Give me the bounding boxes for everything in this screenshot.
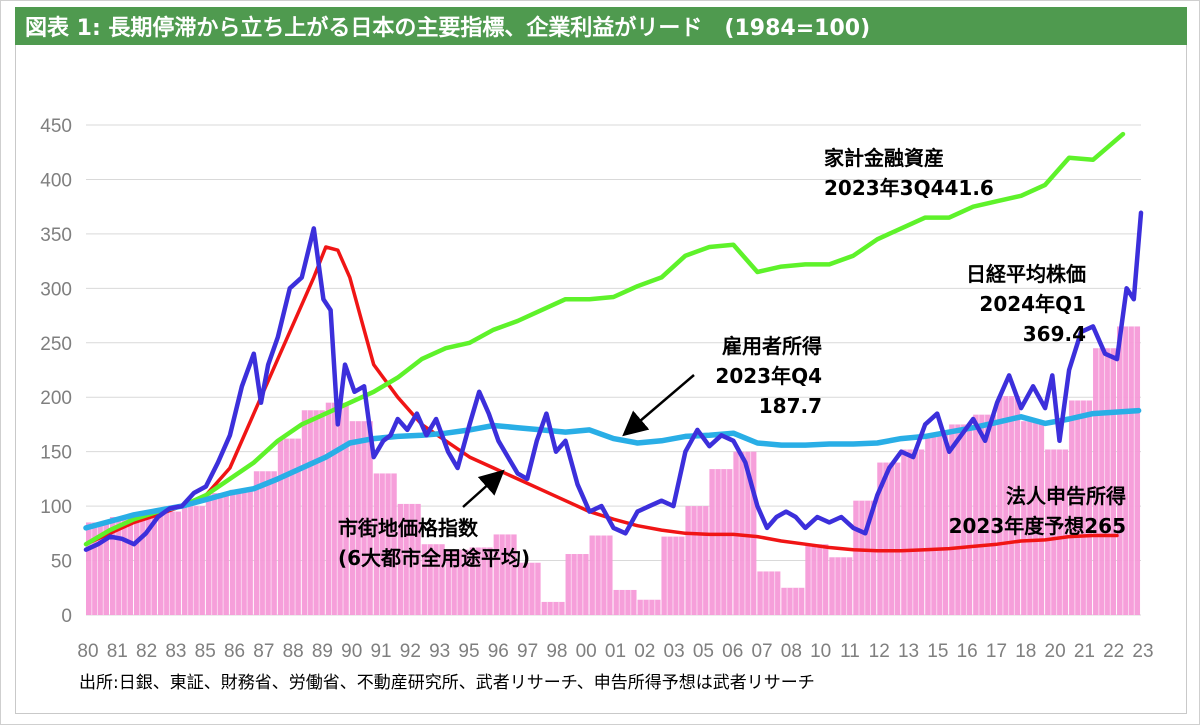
- annotation-household-assets: 家計金融資産 2023年3Q441.6: [824, 146, 994, 200]
- annotation-corporate-income-line: 2023年度予想265: [949, 514, 1126, 538]
- x-tick-label: 08: [781, 641, 802, 662]
- x-tick-label: 98: [546, 641, 567, 662]
- x-tick-label: 83: [165, 641, 186, 662]
- y-tick-label: 250: [40, 334, 72, 355]
- x-tick-label: 10: [810, 641, 831, 662]
- x-tick-label: 21: [1074, 641, 1095, 662]
- x-tick-label: 97: [517, 641, 538, 662]
- x-tick-label: 86: [224, 641, 245, 662]
- x-tick-label: 00: [576, 641, 597, 662]
- arrow-employee-income: [622, 374, 695, 437]
- annotation-land-price-line: 市街地価格指数: [338, 516, 479, 540]
- x-tick-label: 18: [1015, 641, 1036, 662]
- x-tick-label: 89: [312, 641, 333, 662]
- x-tick-label: 23: [1132, 641, 1153, 662]
- x-tick-label: 02: [634, 641, 655, 662]
- x-tick-label: 20: [1045, 641, 1066, 662]
- x-tick-label: 07: [751, 641, 772, 662]
- x-tick-label: 03: [664, 641, 685, 662]
- x-tick-label: 95: [458, 641, 479, 662]
- annotation-land-price-line: (6大都市全用途平均): [338, 546, 530, 570]
- annotation-nikkei-line: 2024年Q1: [979, 292, 1086, 316]
- x-tick-label: 01: [605, 641, 626, 662]
- x-tick-label: 05: [693, 641, 714, 662]
- annotation-employee-income-line: 雇用者所得: [722, 334, 822, 358]
- annotation-nikkei: 日経平均株価 2024年Q1 369.4: [966, 262, 1086, 346]
- x-tick-label: 82: [136, 641, 157, 662]
- y-tick-label: 200: [40, 388, 72, 409]
- x-tick-label: 11: [840, 641, 860, 662]
- annotation-nikkei-line: 369.4: [1023, 322, 1086, 346]
- x-tick-label: 13: [898, 641, 919, 662]
- series-line-land-price: [84, 245, 1119, 553]
- x-tick-label: 92: [400, 641, 421, 662]
- y-tick-label: 300: [40, 279, 72, 300]
- x-tick-label: 81: [107, 641, 128, 662]
- series-line-household-assets: [83, 131, 1126, 547]
- y-tick-label: 100: [40, 497, 72, 518]
- y-tick-label: 350: [40, 225, 72, 246]
- y-tick-label: 150: [40, 443, 72, 464]
- x-tick-label: 88: [283, 641, 304, 662]
- annotation-corporate-income: 法人申告所得 2023年度予想265: [949, 484, 1126, 538]
- x-tick-label: 93: [429, 641, 450, 662]
- x-tick-label: 87: [253, 641, 274, 662]
- figure-title: 図表 1: 長期停滞から立ち上がる日本の主要指標、企業利益がリード (1984=…: [25, 16, 871, 41]
- x-tick-label: 22: [1103, 641, 1124, 662]
- annotation-employee-income-line: 2023年Q4: [715, 364, 822, 388]
- x-tick-label: 12: [869, 641, 890, 662]
- source-note: 出所:日銀、東証、財務省、労働省、不動産研究所、武者リサーチ、申告所得予想は武者…: [79, 673, 815, 693]
- x-tick-label: 16: [957, 641, 978, 662]
- annotation-corporate-income-line: 法人申告所得: [1006, 484, 1126, 508]
- annotation-employee-income-line: 187.7: [759, 394, 822, 418]
- y-tick-label: 0: [61, 606, 72, 627]
- x-tick-label: 85: [195, 641, 216, 662]
- chart-area: 0 50 100 150 200 250 300 350 400 450 80 81 82 83 85 86 8…: [15, 45, 1187, 714]
- x-tick-label: 06: [722, 641, 743, 662]
- y-tick-label: 400: [40, 170, 72, 191]
- x-tick-label: 91: [370, 641, 391, 662]
- x-tick-label: 96: [488, 641, 509, 662]
- y-tick-label: 50: [51, 552, 72, 573]
- arrow-land-price: [462, 469, 505, 508]
- annotation-nikkei-line: 日経平均株価: [966, 262, 1086, 286]
- annotation-employee-income: 雇用者所得 2023年Q4 187.7: [715, 334, 822, 418]
- annotation-household-assets-line: 家計金融資産: [824, 146, 944, 170]
- annotation-household-assets-line: 2023年3Q441.6: [824, 176, 994, 200]
- y-tick-label: 450: [40, 116, 72, 137]
- series-line-nikkei: [83, 210, 1144, 552]
- x-tick-label: 80: [77, 641, 98, 662]
- annotation-land-price: 市街地価格指数 (6大都市全用途平均): [338, 516, 530, 570]
- x-tick-label: 90: [341, 641, 362, 662]
- x-tick-label: 15: [927, 641, 948, 662]
- title-bar: 図表 1: 長期停滞から立ち上がる日本の主要指標、企業利益がリード (1984=…: [15, 7, 1187, 45]
- x-tick-label: 17: [986, 641, 1007, 662]
